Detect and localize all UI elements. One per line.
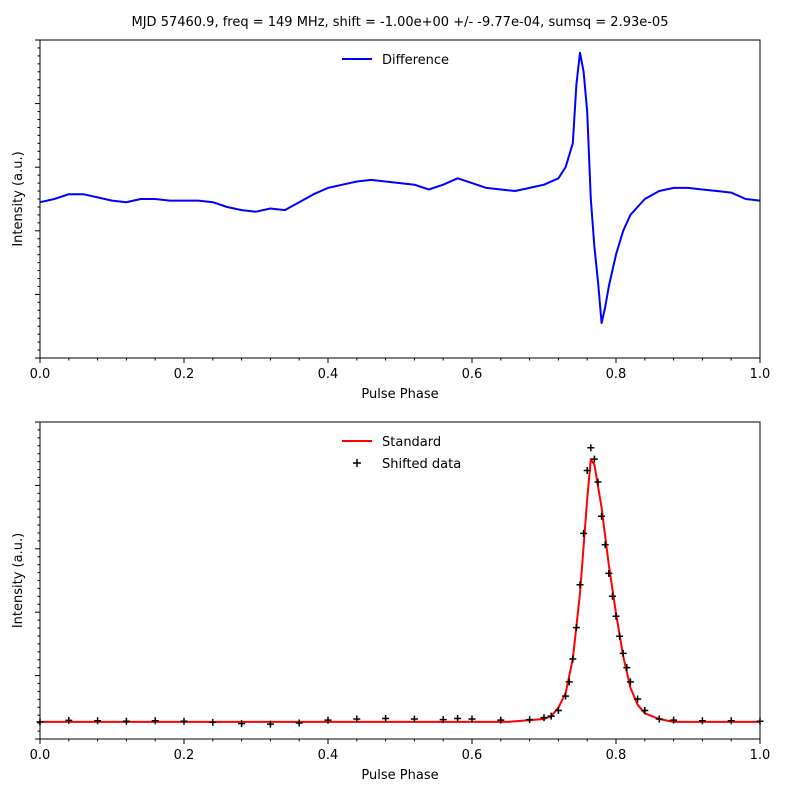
data-point <box>565 678 573 686</box>
x-tick-label: 0.4 <box>318 367 339 382</box>
data-point <box>569 655 577 663</box>
x-tick-label: 0.4 <box>318 748 339 763</box>
data-point <box>439 716 447 724</box>
series-2-1-line <box>40 458 760 723</box>
legend-label: Standard <box>382 435 441 450</box>
data-point <box>576 581 584 589</box>
data-point <box>587 444 595 452</box>
x-tick-label: 0.2 <box>174 367 195 382</box>
data-point <box>382 714 390 722</box>
data-point <box>562 692 570 700</box>
x-tick-label: 1.0 <box>750 367 771 382</box>
chart-panel-2: 0.0 0.2 0.4 0.6 0.8 1.0 Pulse Phase Intensity (… <box>11 421 771 783</box>
data-point <box>608 592 616 600</box>
x-tick-label: 0.6 <box>462 367 483 382</box>
data-point <box>601 541 609 549</box>
y-axis-label: Intensity (a.u.) <box>11 151 26 246</box>
data-point <box>619 649 627 657</box>
x-axis-label: Pulse Phase <box>361 768 438 783</box>
data-point <box>238 720 246 728</box>
data-point <box>580 529 588 537</box>
data-point <box>497 716 505 724</box>
data-point <box>353 715 361 723</box>
x-tick-label: 0.0 <box>30 748 51 763</box>
y-axis-label: Intensity (a.u.) <box>11 533 26 628</box>
data-point <box>122 717 130 725</box>
x-tick-label: 0.6 <box>462 748 483 763</box>
data-point <box>266 720 274 728</box>
x-tick-label: 1.0 <box>750 748 771 763</box>
data-point <box>547 712 555 720</box>
data-point <box>454 714 462 722</box>
legend: Difference <box>342 53 449 68</box>
data-point <box>634 695 642 703</box>
data-point <box>598 512 606 520</box>
legend-label: Difference <box>382 53 449 68</box>
x-tick-label: 0.8 <box>606 367 627 382</box>
data-point <box>94 717 102 725</box>
data-point <box>410 715 418 723</box>
data-point <box>209 718 217 726</box>
series-2-2-markers <box>36 444 764 728</box>
data-point <box>698 717 706 725</box>
data-point <box>590 455 598 463</box>
data-point <box>151 717 159 725</box>
data-point <box>180 717 188 725</box>
data-point <box>583 467 591 475</box>
data-point <box>594 478 602 486</box>
series-1-1-line <box>39 51 761 324</box>
legend: Standard Shifted data <box>342 435 461 472</box>
x-axis-label: Pulse Phase <box>361 387 438 402</box>
data-point <box>540 714 548 722</box>
data-point <box>468 715 476 723</box>
plot-panels: 0.0 0.2 0.4 0.6 0.8 1.0 Pulse Phase Intensity (… <box>11 39 771 783</box>
data-point <box>324 716 332 724</box>
data-point <box>612 612 620 620</box>
x-tick-label: 0.0 <box>30 367 51 382</box>
legend-label: Shifted data <box>382 457 461 472</box>
data-point <box>572 624 580 632</box>
data-point <box>670 716 678 724</box>
x-tick-label: 0.8 <box>606 748 627 763</box>
data-point <box>526 716 534 724</box>
data-point <box>295 719 303 727</box>
x-tick-label: 0.2 <box>174 748 195 763</box>
data-point <box>616 632 624 640</box>
figure-title: MJD 57460.9, freq = 149 MHz, shift = -1.… <box>132 15 669 30</box>
data-point <box>605 569 613 577</box>
chart-panel-1: 0.0 0.2 0.4 0.6 0.8 1.0 Pulse Phase Intensity (… <box>11 39 771 402</box>
data-point <box>623 664 631 672</box>
data-point <box>65 716 73 724</box>
data-point <box>655 715 663 723</box>
data-point <box>727 717 735 725</box>
data-point <box>554 706 562 714</box>
data-point <box>641 706 649 714</box>
legend-marker <box>353 459 361 467</box>
data-point <box>626 678 634 686</box>
